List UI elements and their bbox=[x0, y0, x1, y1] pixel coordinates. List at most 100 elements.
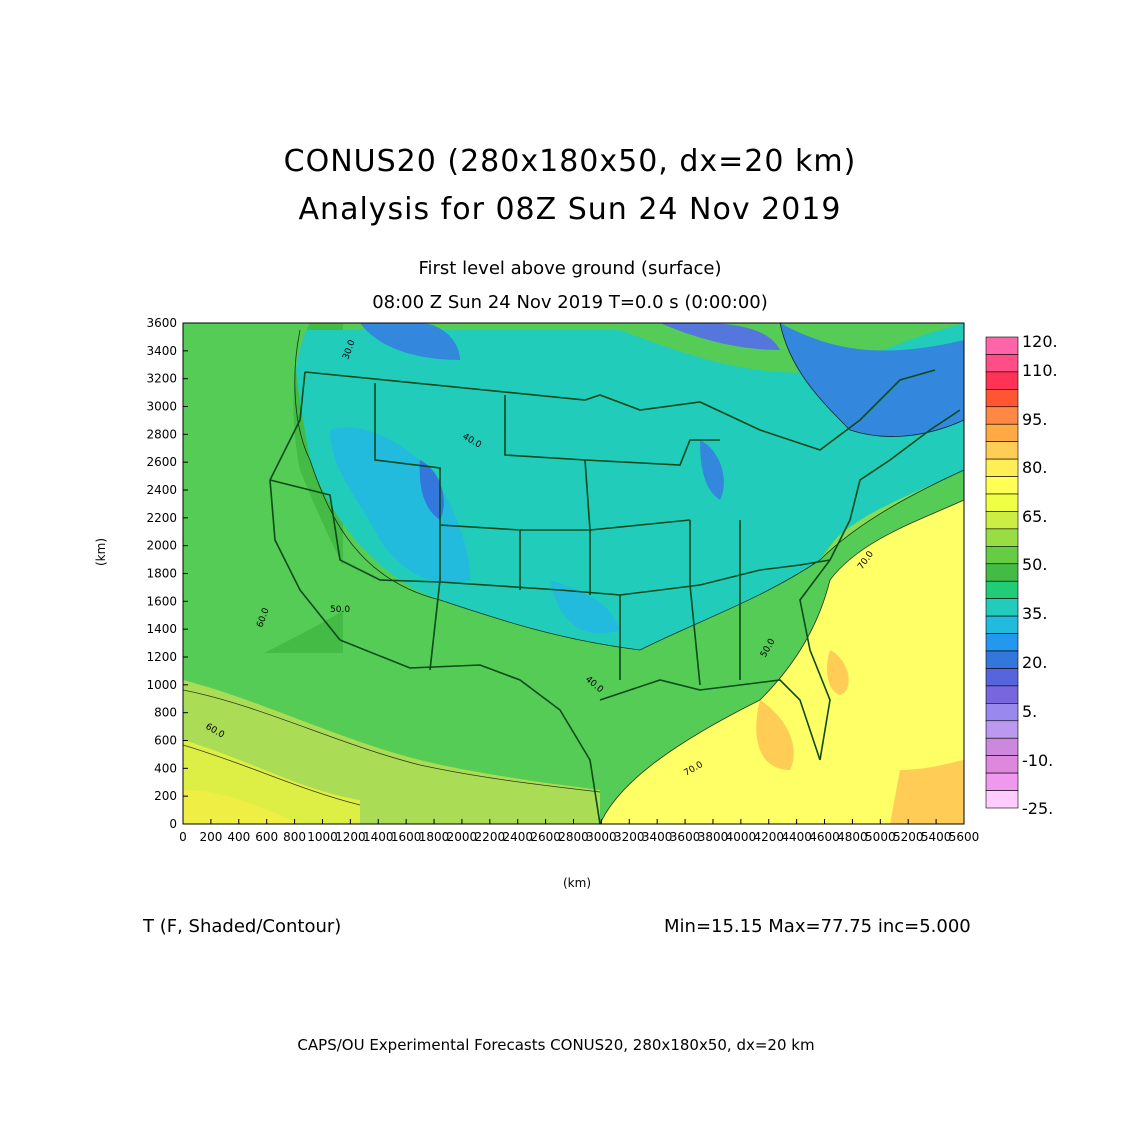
y-tick-label: 3000 bbox=[146, 400, 177, 414]
y-tick-label: 2800 bbox=[146, 427, 177, 441]
x-tick-label: 4600 bbox=[809, 830, 840, 844]
x-tick-label: 400 bbox=[227, 830, 250, 844]
x-tick-label: 1400 bbox=[363, 830, 394, 844]
x-tick-label: 800 bbox=[283, 830, 306, 844]
color-bar-label: 5. bbox=[1022, 702, 1037, 721]
y-tick-label: 2000 bbox=[146, 539, 177, 553]
color-bar-swatch bbox=[985, 563, 1019, 582]
temperature-shading bbox=[183, 323, 964, 824]
x-tick-label: 4000 bbox=[726, 830, 757, 844]
color-bar-label: 95. bbox=[1022, 410, 1047, 429]
color-bar-label: -10. bbox=[1022, 751, 1053, 770]
y-tick-label: 3200 bbox=[146, 372, 177, 386]
x-tick-label: 5200 bbox=[893, 830, 924, 844]
color-bar-swatch bbox=[985, 615, 1019, 634]
y-tick-label: 1600 bbox=[146, 594, 177, 608]
y-tick-label: 1800 bbox=[146, 567, 177, 581]
x-tick-label: 3800 bbox=[698, 830, 729, 844]
color-bar-label: 20. bbox=[1022, 653, 1047, 672]
chart-subtitle-level: First level above ground (surface) bbox=[418, 258, 722, 279]
x-tick-label: 4800 bbox=[837, 830, 868, 844]
x-tick-label: 2800 bbox=[558, 830, 589, 844]
y-tick-label: 400 bbox=[154, 761, 177, 775]
x-tick-label: 3600 bbox=[670, 830, 701, 844]
y-tick-label: 3400 bbox=[146, 344, 177, 358]
color-bar-swatch bbox=[985, 755, 1019, 774]
color-bar-swatch bbox=[985, 668, 1019, 687]
y-tick-label: 0 bbox=[169, 817, 177, 831]
y-axis-label: (km) bbox=[94, 537, 108, 566]
x-tick-label: 3200 bbox=[614, 830, 645, 844]
x-tick-label: 5400 bbox=[921, 830, 952, 844]
color-bar-swatch bbox=[985, 406, 1019, 425]
color-bar bbox=[985, 336, 1019, 809]
x-tick-label: 600 bbox=[255, 830, 278, 844]
y-tick-label: 1400 bbox=[146, 622, 177, 636]
color-bar-swatch bbox=[985, 650, 1019, 669]
field-statistics: Min=15.15 Max=77.75 inc=5.000 bbox=[664, 916, 971, 937]
x-tick-label: 1000 bbox=[307, 830, 338, 844]
x-tick-label: 3000 bbox=[586, 830, 617, 844]
x-tick-label: 2600 bbox=[530, 830, 561, 844]
color-bar-swatch bbox=[985, 720, 1019, 739]
color-bar-swatch bbox=[985, 772, 1019, 791]
color-bar-swatch bbox=[985, 633, 1019, 652]
color-bar-swatch bbox=[985, 528, 1019, 547]
color-bar-swatch bbox=[985, 476, 1019, 495]
x-tick-label: 2400 bbox=[502, 830, 533, 844]
color-bar-labels: 120. 110. 95. 80. 65. 50. 35. 20. 5. -10. -25. bbox=[1022, 332, 1058, 818]
contour-label: 50.0 bbox=[330, 605, 350, 615]
y-tick-label: 1000 bbox=[146, 678, 177, 692]
color-bar-swatch bbox=[985, 458, 1019, 477]
color-bar-label: -25. bbox=[1022, 799, 1053, 818]
temperature-contours bbox=[183, 323, 964, 824]
x-axis-label: (km) bbox=[563, 876, 592, 890]
x-tick-label: 5600 bbox=[949, 830, 980, 844]
y-tick-label: 3600 bbox=[146, 316, 177, 330]
color-bar-swatch bbox=[985, 546, 1019, 565]
x-tick-label: 200 bbox=[199, 830, 222, 844]
y-tick-label: 200 bbox=[154, 789, 177, 803]
x-tick-label: 4200 bbox=[753, 830, 784, 844]
color-bar-swatch bbox=[985, 790, 1019, 809]
x-tick-label: 0 bbox=[179, 830, 187, 844]
x-tick-label: 1200 bbox=[335, 830, 366, 844]
color-bar-swatch bbox=[985, 598, 1019, 617]
color-bar-label: 120. bbox=[1022, 332, 1058, 351]
color-bar-label: 35. bbox=[1022, 604, 1047, 623]
chart-title-line1: CONUS20 (280x180x50, dx=20 km) bbox=[283, 144, 857, 179]
x-tick-label: 1800 bbox=[419, 830, 450, 844]
color-bar-label: 110. bbox=[1022, 361, 1058, 380]
y-tick-label: 1200 bbox=[146, 650, 177, 664]
y-tick-label: 2600 bbox=[146, 455, 177, 469]
color-bar-label: 65. bbox=[1022, 507, 1047, 526]
x-tick-label: 3400 bbox=[642, 830, 673, 844]
color-bar-swatch bbox=[985, 493, 1019, 512]
x-axis: 0 200 400 600 800 100012001400160018002000220… bbox=[179, 819, 979, 844]
color-bar-swatch bbox=[985, 371, 1019, 390]
color-bar-swatch bbox=[985, 423, 1019, 442]
x-tick-label: 1600 bbox=[391, 830, 422, 844]
y-tick-label: 800 bbox=[154, 706, 177, 720]
color-bar-swatch bbox=[985, 703, 1019, 722]
footer-credit: CAPS/OU Experimental Forecasts CONUS20, … bbox=[297, 1036, 815, 1054]
color-bar-swatch bbox=[985, 511, 1019, 530]
color-bar-swatch bbox=[985, 336, 1019, 355]
color-bar-swatch bbox=[985, 354, 1019, 373]
chart-subtitle-time: 08:00 Z Sun 24 Nov 2019 T=0.0 s (0:00:00… bbox=[372, 292, 768, 313]
color-bar-swatch bbox=[985, 685, 1019, 704]
y-axis: 0 200 400 600 800 1000 1200 1400 1600 1800 2000 220… bbox=[146, 316, 188, 831]
color-bar-label: 50. bbox=[1022, 555, 1047, 574]
y-tick-label: 2200 bbox=[146, 511, 177, 525]
chart-title-line2: Analysis for 08Z Sun 24 Nov 2019 bbox=[298, 192, 842, 227]
x-tick-label: 2000 bbox=[447, 830, 478, 844]
variable-description: T (F, Shaded/Contour) bbox=[143, 916, 342, 937]
color-bar-swatch bbox=[985, 737, 1019, 756]
x-tick-label: 2200 bbox=[475, 830, 506, 844]
color-bar-swatch bbox=[985, 580, 1019, 599]
color-bar-label: 80. bbox=[1022, 458, 1047, 477]
color-bar-swatch bbox=[985, 441, 1019, 460]
state-boundaries bbox=[269, 369, 961, 824]
color-bar-swatch bbox=[985, 389, 1019, 408]
